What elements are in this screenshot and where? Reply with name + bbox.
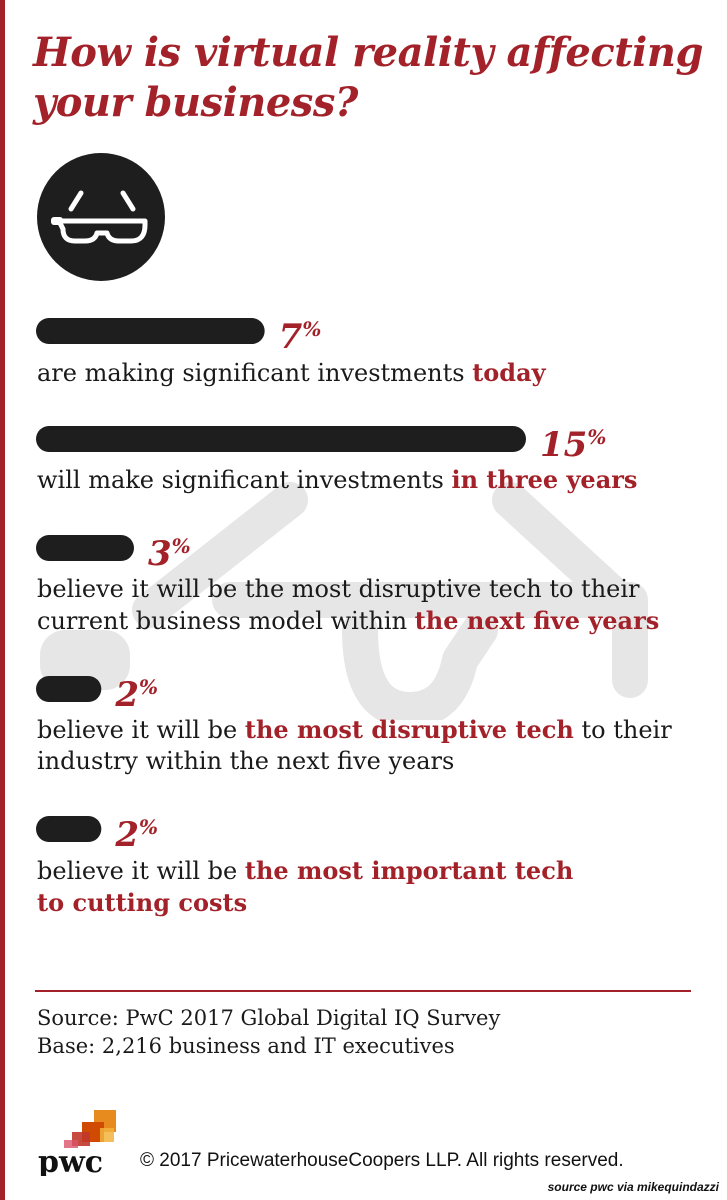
source-line: Source: PwC 2017 Global Digital IQ Surve… [37,1006,501,1030]
bar-3 [36,676,102,702]
bar-2 [36,535,134,561]
pwc-logo-text: pwc [38,1145,103,1176]
item-description: believe it will be the most disruptive t… [37,575,660,635]
item-description: believe it will be the most disruptive t… [37,715,672,775]
item-description: believe it will be the most important te… [37,856,574,917]
bar-value-label-3: 2% [114,675,158,715]
item-description: are making significant investments today [37,358,546,387]
base-line: Base: 2,216 business and IT executives [37,1034,455,1058]
left-accent-rule [0,0,5,1200]
copyright-text: © 2017 PricewaterhouseCoopers LLP. All r… [140,1150,624,1171]
bar-value-label-1: 15% [540,425,606,465]
bar-value-label-0: 7% [279,317,322,357]
source-note: Source: PwC 2017 Global Digital IQ Surve… [37,1004,500,1060]
divider [35,990,691,992]
bar-0 [36,318,265,344]
image-credit: source pwc via mikequindazzi [547,1180,719,1194]
bar-4 [36,816,102,842]
vr-glasses-outline-icon [40,482,648,720]
bar-value-label-2: 3% [148,534,191,574]
vr-glasses-icon [37,153,165,281]
bar-value-label-4: 2% [114,815,158,855]
page-title: How is virtual reality affecting your bu… [33,29,703,126]
bar-1 [36,426,526,452]
item-description: will make significant investments in thr… [37,465,638,494]
pwc-logo: pwc [38,1110,116,1176]
